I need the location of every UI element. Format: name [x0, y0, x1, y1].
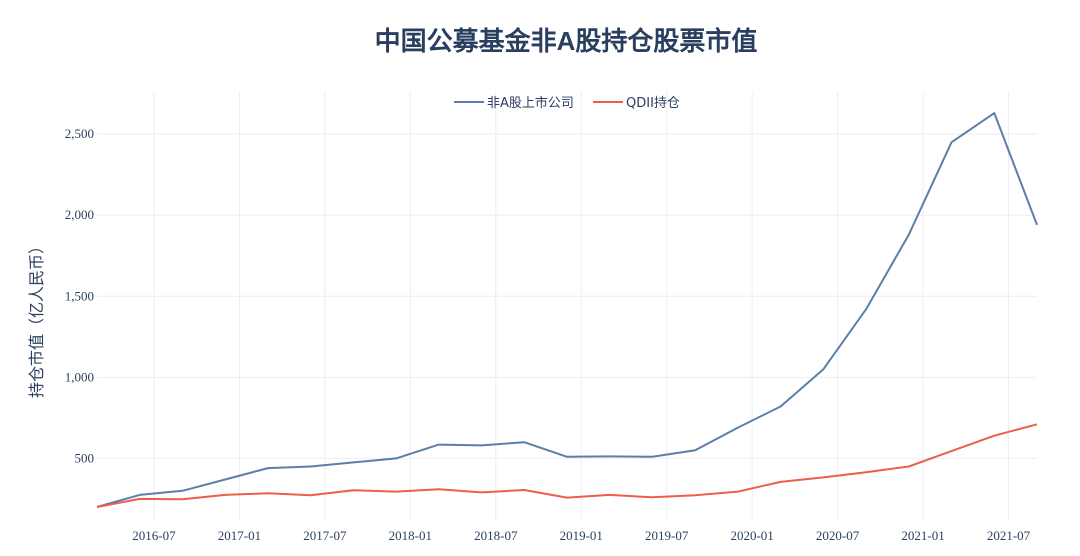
legend-item-2[interactable]: QDII持仓 — [593, 96, 680, 111]
series-line-1 — [96, 112, 1038, 508]
y-tick-label: 2,000 — [65, 207, 94, 222]
series-line-2 — [96, 423, 1038, 508]
y-tick-label: 2,500 — [65, 126, 94, 141]
y-tick-label: 1,000 — [65, 369, 94, 384]
x-tick-label: 2018-07 — [474, 528, 518, 543]
y-tick-label: 1,500 — [65, 288, 94, 303]
series-lines — [96, 112, 1038, 508]
legend-item-1[interactable]: 非A股上市公司 — [454, 95, 574, 111]
grid — [97, 92, 1037, 520]
x-tick-label: 2021-01 — [901, 528, 944, 543]
legend-label: QDII持仓 — [626, 96, 680, 111]
legend[interactable]: 非A股上市公司 QDII持仓 — [454, 95, 680, 111]
legend-label: 非A股上市公司 — [487, 95, 574, 111]
x-tick-label: 2017-01 — [218, 528, 261, 543]
x-tick-label: 2019-07 — [645, 528, 689, 543]
x-tick-label: 2017-07 — [303, 528, 347, 543]
x-tick-label: 2018-01 — [389, 528, 432, 543]
chart-title: 中国公募基金非A股持仓股票市值 — [375, 26, 758, 56]
x-tick-label: 2019-01 — [560, 528, 603, 543]
x-tick-label: 2020-01 — [730, 528, 773, 543]
x-tick-label: 2016-07 — [132, 528, 176, 543]
y-axis-label: 持仓市值（亿人民币） — [27, 238, 46, 398]
x-tick-label: 2020-07 — [816, 528, 860, 543]
x-tick-label: 2021-07 — [987, 528, 1031, 543]
y-axis: 500 1,000 1,500 2,000 2,500 — [65, 126, 94, 465]
x-axis: 2016-07 2017-01 2017-07 2018-01 2018-07 2019-… — [132, 528, 1030, 543]
y-tick-label: 500 — [75, 450, 95, 465]
